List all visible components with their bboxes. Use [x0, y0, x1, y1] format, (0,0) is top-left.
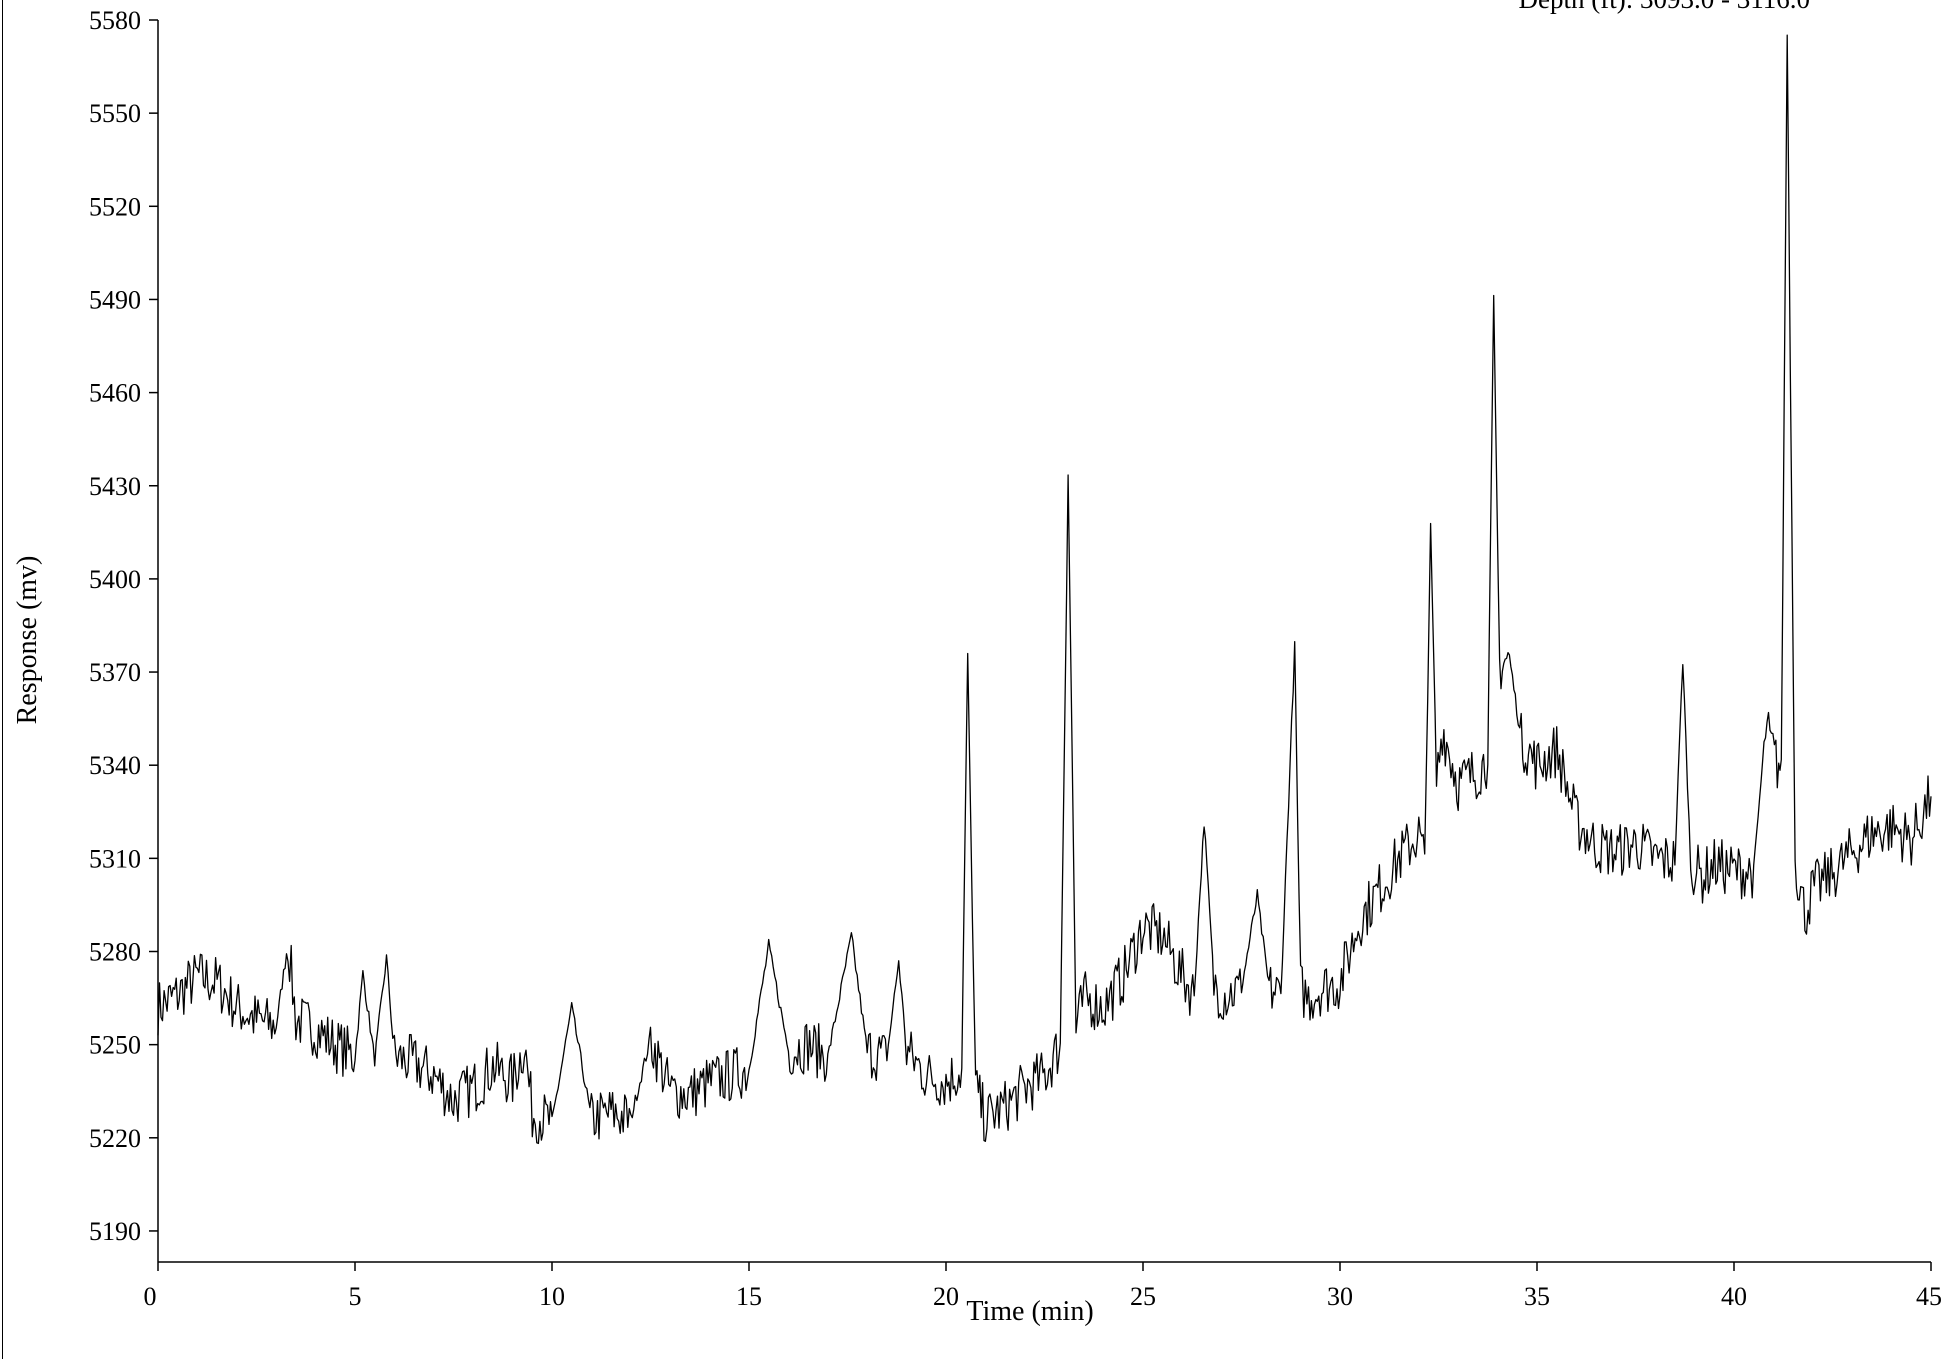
- x-tick-label: 0: [144, 1282, 157, 1311]
- y-tick-label: 5190: [89, 1217, 141, 1246]
- x-tick-label: 30: [1327, 1282, 1353, 1311]
- x-tick-label: 15: [736, 1282, 762, 1311]
- x-tick-label: 20: [933, 1282, 959, 1311]
- y-tick-label: 5400: [89, 565, 141, 594]
- x-tick-label: 10: [539, 1282, 565, 1311]
- x-tick-label: 25: [1130, 1282, 1156, 1311]
- y-tick-label: 5370: [89, 658, 141, 687]
- figure-left-border: [2, 0, 3, 1359]
- y-tick-label: 5220: [89, 1124, 141, 1153]
- y-tick-label: 5310: [89, 844, 141, 873]
- y-tick-label: 5280: [89, 938, 141, 967]
- x-tick-label: 45: [1916, 1282, 1942, 1311]
- chart-axes: [157, 20, 1931, 1263]
- chart-title: Depth (ft): 3093.0 - 3116.0: [1519, 0, 1810, 14]
- y-tick-label: 5430: [89, 472, 141, 501]
- x-tick-label: 5: [349, 1282, 362, 1311]
- y-tick-label: 5250: [89, 1031, 141, 1060]
- y-tick-label: 5340: [89, 751, 141, 780]
- y-tick-label: 5490: [89, 285, 141, 314]
- x-tick-label: 40: [1721, 1282, 1747, 1311]
- series-line: [157, 34, 1932, 1145]
- y-axis-ticks: 5190 5220 5250 5280 5310 5340 5370 5400 5430 5460…: [89, 6, 158, 1246]
- y-tick-label: 5550: [89, 99, 141, 128]
- y-tick-label: 5580: [89, 6, 141, 35]
- y-tick-label: 5520: [89, 192, 141, 221]
- y-axis-label: Response (mv): [12, 556, 43, 725]
- y-tick-label: 5460: [89, 379, 141, 408]
- x-tick-label: 35: [1524, 1282, 1550, 1311]
- x-axis-ticks: 0 5 10 15 20 25 30 35 40 45: [144, 1262, 1942, 1311]
- x-axis-label: Time (min): [966, 1296, 1093, 1327]
